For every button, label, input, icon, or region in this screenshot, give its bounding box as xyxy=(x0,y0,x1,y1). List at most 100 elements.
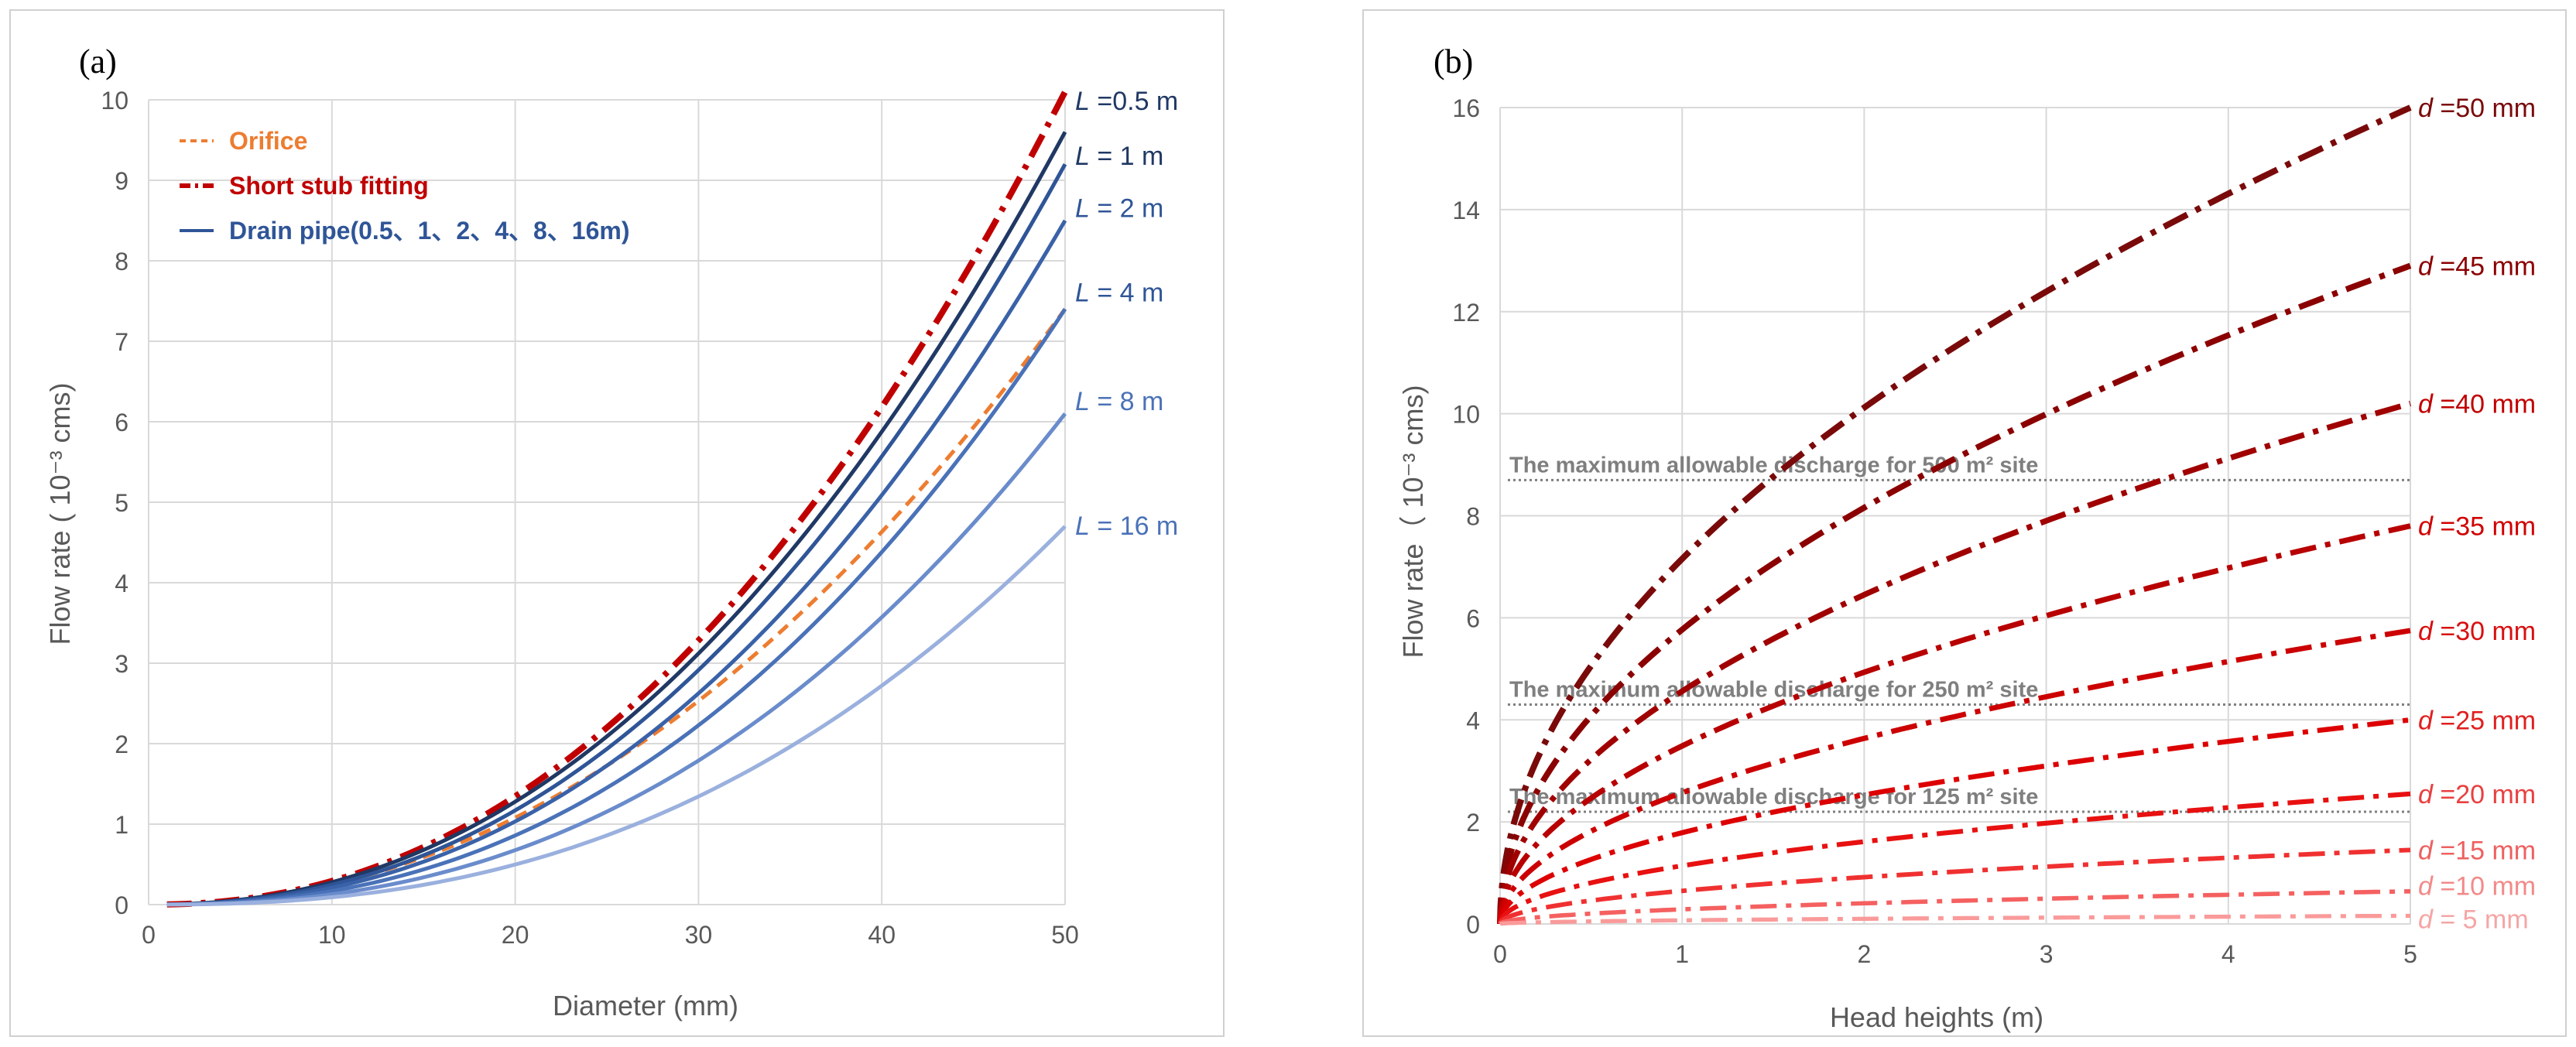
x-tick-label-b: 3 xyxy=(2040,940,2054,968)
y-tick-label-b: 2 xyxy=(1466,809,1480,837)
annotation-italic-a: L xyxy=(1075,193,1090,223)
annotation-text-a: = 16 m xyxy=(1090,512,1178,541)
series-line-a xyxy=(166,163,1067,907)
x-tick-label-a: 10 xyxy=(318,921,346,949)
x-ticks-b: 0 1 2 3 4 5 xyxy=(1493,940,2417,968)
curve-annotation-a: L = 4 m xyxy=(1075,279,1163,308)
y-tick-label-b: 16 xyxy=(1452,94,1480,122)
curve-label-b: d =50 mm xyxy=(2418,94,2536,123)
y-tick-label-a: 5 xyxy=(115,489,128,517)
annotation-text-a: = 4 m xyxy=(1090,279,1163,308)
panel-label-a: (a) xyxy=(79,43,117,80)
y-tick-label-a: 3 xyxy=(115,650,128,678)
series-line-b xyxy=(1498,847,2411,925)
curve-label-italic-b: d xyxy=(2418,706,2434,735)
curve-label-text-b: =40 mm xyxy=(2433,389,2536,419)
y-tick-label-a: 7 xyxy=(115,328,128,356)
curve-label-b: d =45 mm xyxy=(2418,251,2536,281)
annotation-italic-a: L xyxy=(1075,87,1090,116)
x-tick-label-a: 40 xyxy=(868,921,896,949)
x-axis-label-a: Diameter (mm) xyxy=(553,990,738,1021)
y-tick-label-b: 4 xyxy=(1466,707,1480,734)
x-tick-label-b: 1 xyxy=(1675,940,1689,968)
curve-label-italic-b: d xyxy=(2418,251,2434,281)
curve-label-text-b: = 5 mm xyxy=(2433,905,2529,934)
x-tick-label-a: 50 xyxy=(1051,921,1079,949)
series-line-b xyxy=(1497,523,2411,925)
series-line-a xyxy=(166,412,1067,907)
x-tick-label-b: 4 xyxy=(2221,940,2235,968)
series-line-b xyxy=(1497,717,2411,925)
annotation-text-a: =0.5 m xyxy=(1090,87,1178,116)
grid-a xyxy=(148,99,1066,905)
annotation-text-a: = 2 m xyxy=(1090,193,1163,223)
y-tick-label-b: 14 xyxy=(1452,197,1480,224)
annotation-text-a: = 1 m xyxy=(1090,142,1163,171)
grid-b xyxy=(1499,107,2411,925)
curve-label-italic-b: d xyxy=(2418,780,2434,809)
x-tick-label-b: 5 xyxy=(2403,940,2417,968)
curves-b xyxy=(1497,104,2412,926)
y-ticks-b: 0 2 4 6 8 10 12 14 16 xyxy=(1452,94,1480,939)
x-tick-label-b: 0 xyxy=(1493,940,1507,968)
series-line-a xyxy=(166,308,1067,907)
y-axis-label-a: Flow rate ( 10⁻³ cms) xyxy=(44,382,76,645)
annotation-text-a: = 8 m xyxy=(1090,387,1163,416)
y-tick-label-a: 0 xyxy=(115,891,128,919)
y-tick-label-b: 0 xyxy=(1466,911,1480,939)
y-tick-label-a: 1 xyxy=(115,811,128,839)
series-line-b xyxy=(1497,262,2412,925)
curve-label-text-b: =50 mm xyxy=(2433,94,2536,123)
y-axis-label-b: Flow rate（ 10⁻³ cms) xyxy=(1397,385,1429,658)
annotation-italic-a: L xyxy=(1075,142,1090,171)
curve-labels-b: d =50 mmd =45 mmd =40 mmd =35 mmd =30 mm… xyxy=(2418,94,2536,934)
curve-label-text-b: =20 mm xyxy=(2433,780,2536,809)
curve-label-b: d =30 mm xyxy=(2418,617,2536,646)
y-tick-label-b: 12 xyxy=(1452,299,1480,327)
curve-label-b: d =20 mm xyxy=(2418,780,2536,809)
chart-a-svg: (a) 0 1 2 3 4 5 6 7 8 9 10 0 10 20 30 40 50 Orifice Shor… xyxy=(44,43,1178,1021)
y-tick-label-b: 8 xyxy=(1466,503,1480,531)
y-ticks-a: 0 1 2 3 4 5 6 7 8 9 10 xyxy=(101,87,128,919)
curve-label-text-b: =45 mm xyxy=(2433,251,2536,281)
legend-a: Orifice Short stub fitting Drain pipe(0.5、… xyxy=(180,127,630,245)
curve-label-b: d =35 mm xyxy=(2418,512,2536,542)
curve-label-italic-b: d xyxy=(2418,389,2434,419)
panel-label-b: (b) xyxy=(1434,43,1473,80)
series-line-a xyxy=(166,525,1067,907)
y-tick-label-a: 10 xyxy=(101,87,128,115)
curve-label-text-b: =25 mm xyxy=(2433,706,2536,735)
x-tick-label-b: 2 xyxy=(1858,940,1872,968)
curve-label-italic-b: d xyxy=(2418,905,2434,934)
curve-annotation-a: L = 16 m xyxy=(1075,512,1178,541)
curve-label-text-b: =15 mm xyxy=(2433,836,2536,865)
y-tick-label-a: 9 xyxy=(115,167,128,195)
reference-label-b: The maximum allowable discharge for 250 … xyxy=(1509,677,2038,702)
legend-label-a: Short stub fitting xyxy=(229,172,429,200)
curve-annotation-a: L = 2 m xyxy=(1075,193,1163,223)
curve-label-italic-b: d xyxy=(2418,512,2434,542)
curves-a xyxy=(166,90,1068,908)
annotation-italic-a: L xyxy=(1075,279,1090,308)
series-line-a xyxy=(166,131,1067,907)
chart-panel-a: (a) 0 1 2 3 4 5 6 7 8 9 10 0 10 20 30 40 50 Orifice Shor… xyxy=(9,9,1225,1037)
x-ticks-a: 0 10 20 30 40 50 xyxy=(142,921,1079,949)
x-tick-label-a: 0 xyxy=(142,921,156,949)
annotation-italic-a: L xyxy=(1075,387,1090,416)
series-line-b xyxy=(1498,889,2411,926)
curve-annotation-a: L = 8 m xyxy=(1075,387,1163,416)
y-tick-label-b: 6 xyxy=(1466,604,1480,632)
y-tick-label-a: 8 xyxy=(115,248,128,275)
legend-label-a: Drain pipe(0.5、1、2、4、8、16m) xyxy=(229,217,630,245)
y-tick-label-a: 2 xyxy=(115,731,128,758)
curve-label-b: d = 5 mm xyxy=(2418,905,2529,934)
legend-label-a: Orifice xyxy=(229,127,307,155)
y-tick-label-b: 10 xyxy=(1452,401,1480,429)
y-tick-label-a: 6 xyxy=(115,409,128,436)
curve-label-text-b: =35 mm xyxy=(2433,512,2536,542)
series-line-b xyxy=(1497,104,2412,925)
curve-label-b: d =40 mm xyxy=(2418,389,2536,419)
series-line-b xyxy=(1497,628,2411,925)
